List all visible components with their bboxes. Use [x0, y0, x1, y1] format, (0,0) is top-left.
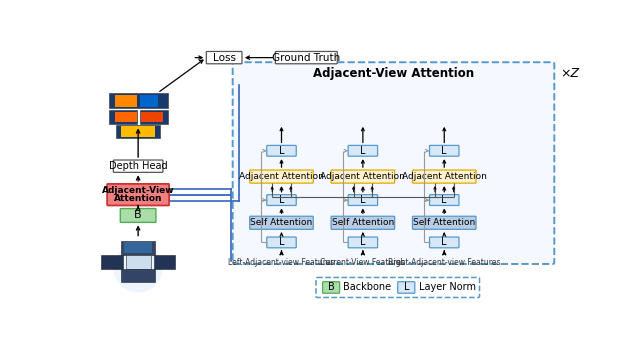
Bar — [124, 242, 152, 253]
Text: Adjacent-View Attention: Adjacent-View Attention — [313, 66, 474, 80]
Text: L: L — [442, 195, 447, 205]
FancyBboxPatch shape — [412, 170, 476, 183]
FancyBboxPatch shape — [250, 216, 313, 229]
FancyBboxPatch shape — [267, 145, 296, 156]
FancyBboxPatch shape — [267, 195, 296, 205]
Bar — [116, 125, 160, 138]
Text: L: L — [442, 237, 447, 247]
Bar — [121, 241, 155, 255]
Bar — [141, 112, 163, 122]
Text: L: L — [442, 146, 447, 156]
Text: L: L — [279, 195, 284, 205]
Bar — [154, 255, 175, 268]
FancyBboxPatch shape — [267, 237, 296, 248]
FancyBboxPatch shape — [323, 282, 340, 293]
Text: ×Z: ×Z — [561, 66, 580, 80]
Bar — [121, 268, 155, 282]
Text: Ground Truth: Ground Truth — [272, 53, 340, 63]
Text: Adjacent Attention: Adjacent Attention — [239, 172, 324, 181]
Text: L: L — [360, 146, 365, 156]
Text: Self Attention: Self Attention — [413, 218, 476, 227]
FancyBboxPatch shape — [429, 237, 459, 248]
FancyBboxPatch shape — [348, 237, 378, 248]
FancyBboxPatch shape — [275, 52, 337, 64]
Text: L: L — [279, 146, 284, 156]
FancyBboxPatch shape — [429, 145, 459, 156]
Text: Current-View Features: Current-View Features — [321, 258, 405, 267]
Text: Left-Adjacent-view Features: Left-Adjacent-view Features — [228, 258, 335, 267]
Text: Adjacent-View: Adjacent-View — [102, 186, 175, 195]
FancyBboxPatch shape — [412, 216, 476, 229]
Bar — [101, 255, 123, 268]
FancyBboxPatch shape — [206, 52, 242, 64]
Text: L: L — [360, 195, 365, 205]
Text: Attention: Attention — [114, 194, 163, 203]
Bar — [109, 110, 136, 124]
Text: L: L — [279, 237, 284, 247]
Text: Loss: Loss — [212, 53, 236, 63]
Text: L: L — [360, 237, 365, 247]
Circle shape — [113, 243, 163, 293]
Bar — [140, 110, 168, 124]
FancyBboxPatch shape — [233, 62, 554, 264]
FancyBboxPatch shape — [429, 195, 459, 205]
Text: Adjacent Attention: Adjacent Attention — [321, 172, 405, 181]
Text: Adjacent Attention: Adjacent Attention — [402, 172, 486, 181]
FancyBboxPatch shape — [107, 184, 169, 205]
Text: B: B — [134, 211, 142, 220]
Text: Self Attention: Self Attention — [250, 218, 312, 227]
FancyBboxPatch shape — [316, 277, 479, 298]
Text: L: L — [404, 282, 409, 293]
FancyBboxPatch shape — [331, 170, 395, 183]
FancyBboxPatch shape — [113, 160, 163, 172]
Bar — [115, 95, 136, 107]
FancyBboxPatch shape — [120, 208, 156, 222]
Bar — [121, 126, 155, 137]
FancyBboxPatch shape — [348, 145, 378, 156]
FancyBboxPatch shape — [348, 195, 378, 205]
Bar — [140, 95, 158, 107]
Text: Right-Adjacent-view Features: Right-Adjacent-view Features — [388, 258, 500, 267]
Text: B: B — [328, 282, 335, 293]
FancyBboxPatch shape — [397, 282, 415, 293]
FancyBboxPatch shape — [250, 170, 313, 183]
Bar — [125, 255, 150, 268]
FancyBboxPatch shape — [331, 216, 395, 229]
Text: Depth Head: Depth Head — [109, 161, 168, 171]
Text: Backbone: Backbone — [344, 282, 392, 293]
Text: Layer Norm: Layer Norm — [419, 282, 476, 293]
Bar — [109, 93, 168, 108]
Bar — [115, 112, 136, 122]
Text: Self Attention: Self Attention — [332, 218, 394, 227]
